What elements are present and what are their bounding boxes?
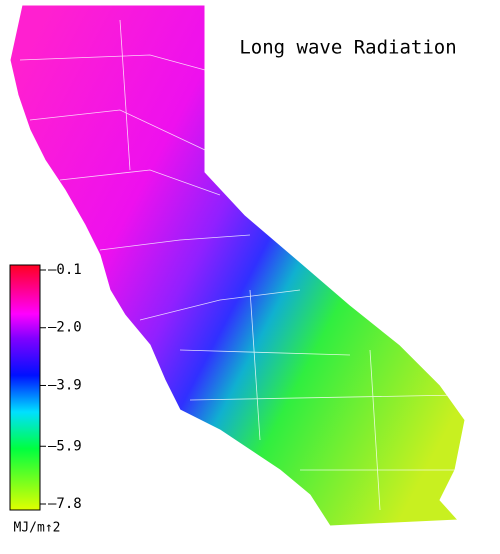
colorbar — [9, 264, 41, 511]
tick-label: –0.1 — [48, 262, 82, 278]
tick-label: –3.9 — [48, 377, 82, 393]
colorbar-ticks: –0.1 –2.0 –3.9 –5.9 –7.8 — [40, 262, 82, 512]
tick-label: –7.8 — [48, 496, 82, 512]
colorbar-unit: MJ/m↑2 — [14, 521, 61, 536]
tick-label: –2.0 — [48, 320, 82, 336]
tick-label: –5.9 — [48, 438, 82, 454]
map-title: Long wave Radiation — [239, 37, 456, 59]
county-lines — [19, 19, 461, 511]
state-shape — [9, 4, 466, 527]
